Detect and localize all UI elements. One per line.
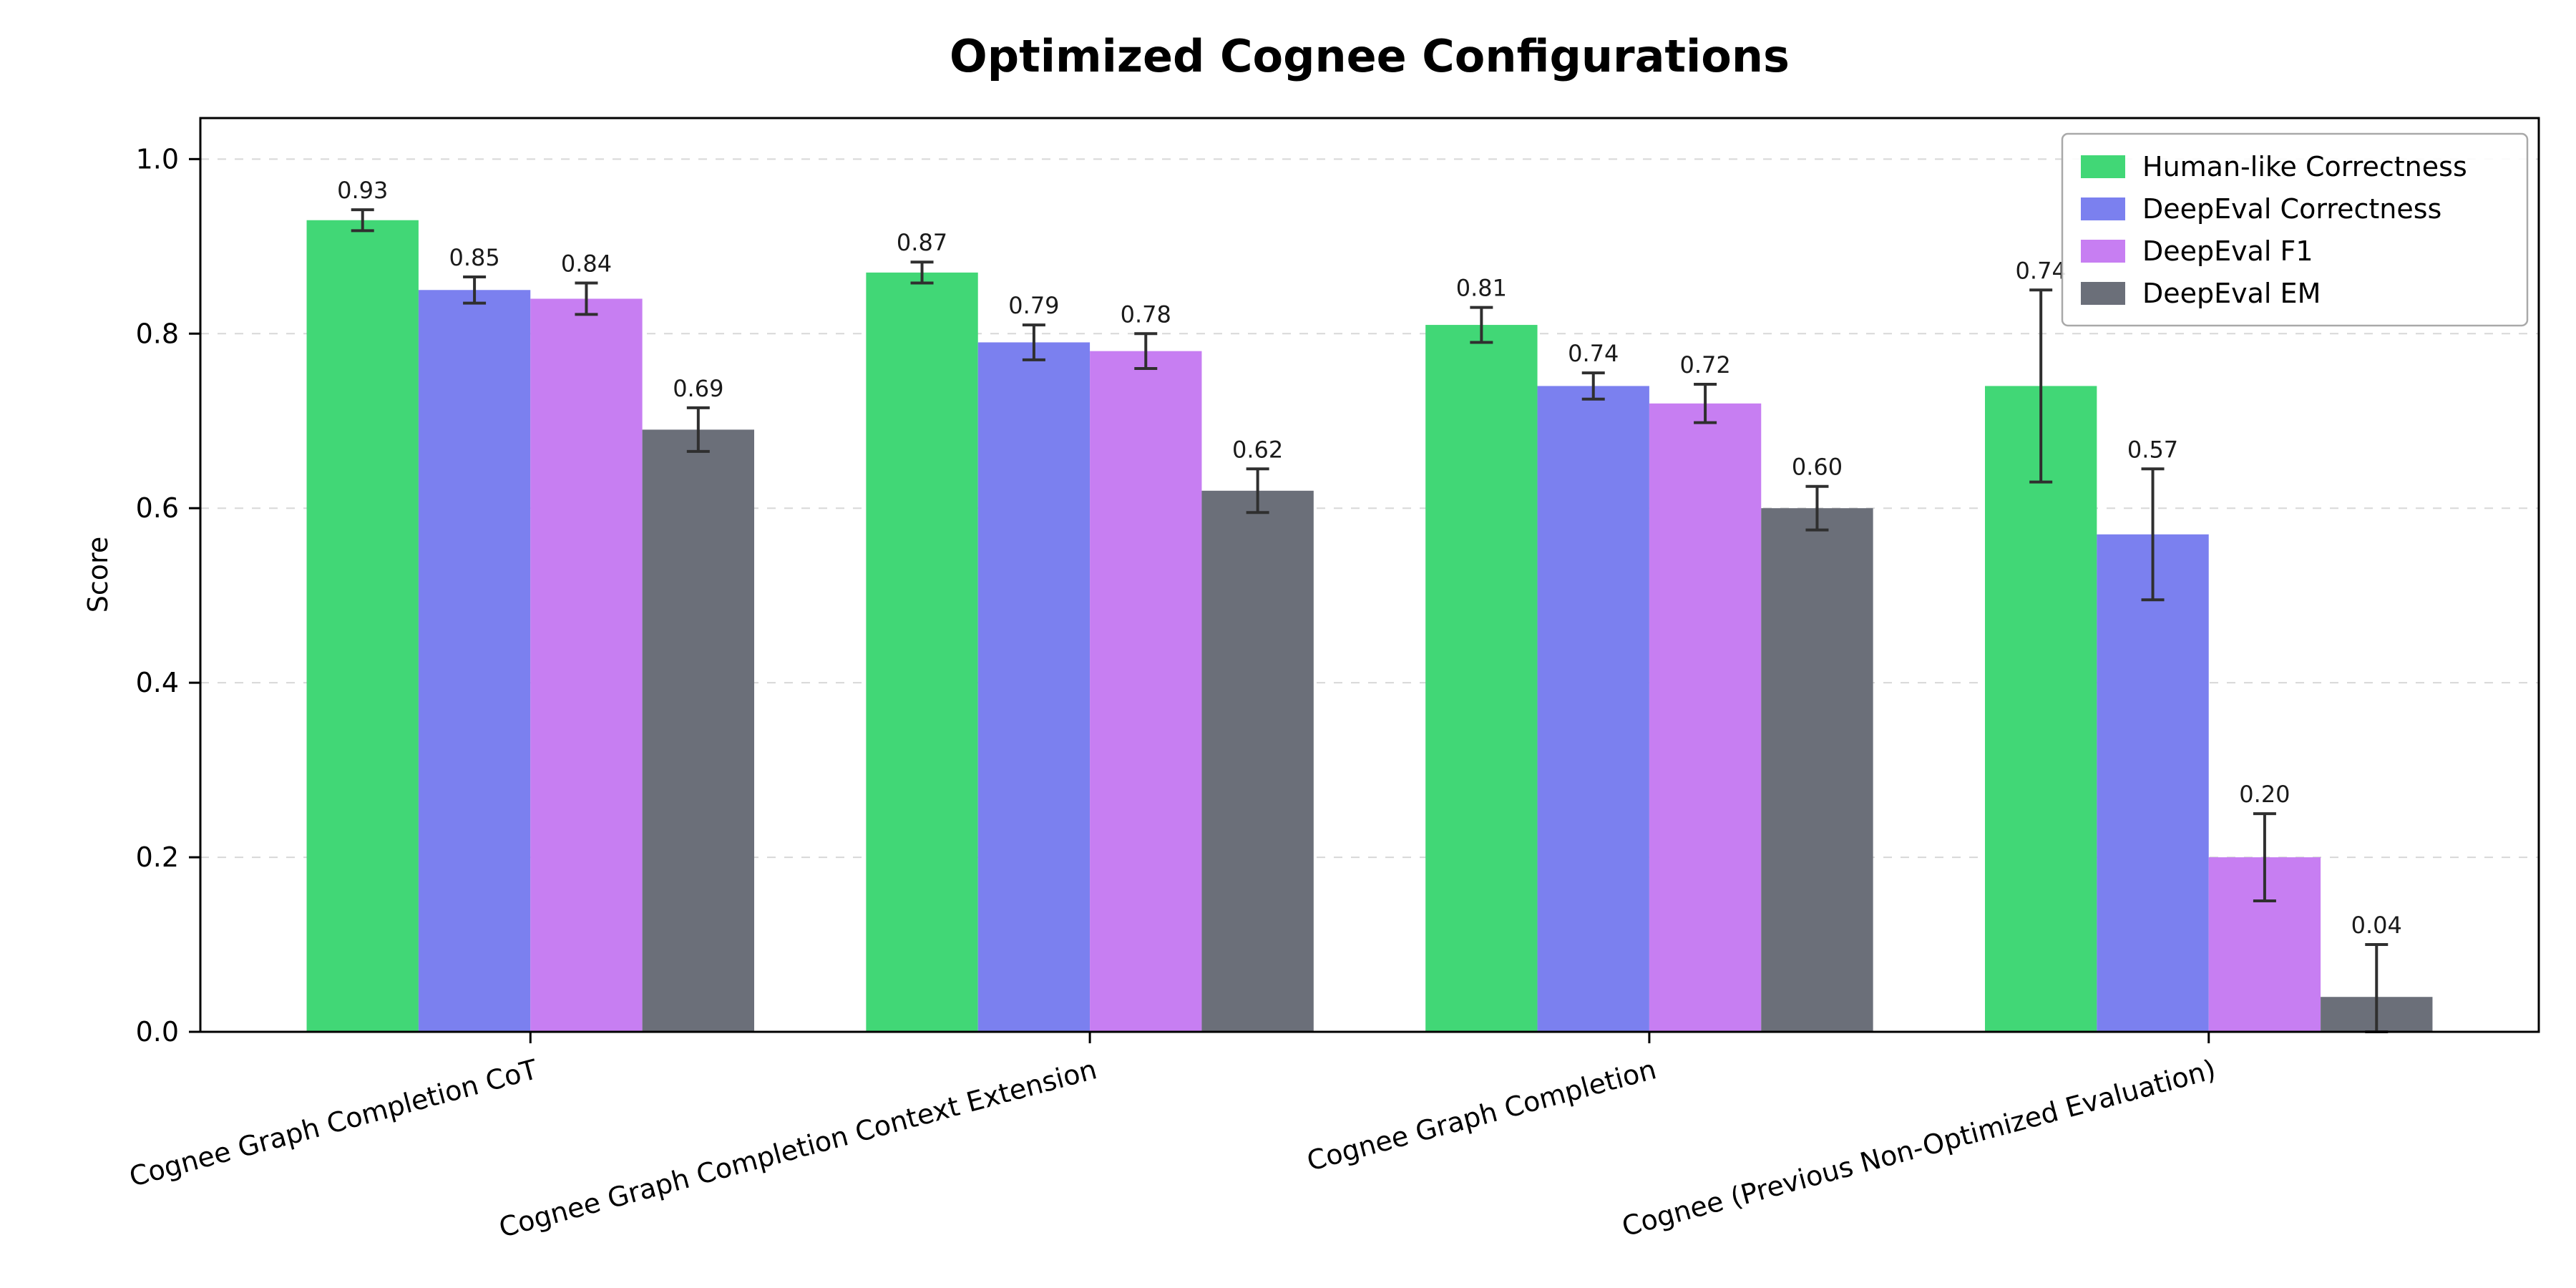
bar-series2-group1: [1090, 351, 1202, 1032]
legend-label: DeepEval F1: [2142, 235, 2313, 267]
bar-series2-group0: [530, 298, 643, 1032]
bar-value-label: 0.72: [1679, 351, 1730, 379]
bar-value-label: 0.69: [673, 375, 723, 402]
legend-label: DeepEval EM: [2142, 278, 2321, 309]
bar-series1-group0: [418, 290, 531, 1033]
legend-swatch: [2081, 282, 2125, 305]
legend-swatch: [2081, 240, 2125, 263]
x-tick-label: Cognee Graph Completion CoT: [126, 1053, 541, 1193]
y-tick-label: 0.2: [136, 841, 179, 873]
bar-value-label: 0.62: [1232, 436, 1283, 463]
bar-value-label: 0.79: [1008, 292, 1059, 319]
bar-series3-group2: [1761, 508, 1873, 1032]
bar-value-label: 0.74: [1568, 340, 1619, 367]
x-tick-label: Cognee (Previous Non-Optimized Evaluatio…: [1619, 1053, 2219, 1242]
bar-series1-group1: [977, 342, 1091, 1032]
bar-value-label: 0.78: [1121, 301, 1171, 328]
bar-value-label: 0.60: [1792, 454, 1843, 481]
x-tick-label: Cognee Graph Completion: [1304, 1053, 1659, 1177]
bar-series0-group3: [1985, 386, 2097, 1032]
bar-series1-group3: [2097, 534, 2209, 1032]
bar-series0-group0: [306, 220, 419, 1032]
bar-series2-group2: [1649, 403, 1762, 1032]
bar-value-label: 0.93: [337, 177, 388, 204]
bar-value-label: 0.81: [1456, 275, 1507, 302]
x-tick-label: Cognee Graph Completion Context Extensio…: [496, 1053, 1101, 1244]
plot-border: [199, 117, 2540, 1033]
bar-series1-group2: [1537, 386, 1649, 1032]
bar-value-label: 0.04: [2351, 912, 2402, 939]
bar-series3-group1: [1201, 490, 1314, 1032]
bar-value-label: 0.87: [897, 229, 947, 256]
bar-value-label: 0.85: [449, 244, 499, 271]
legend-swatch: [2081, 155, 2125, 178]
y-tick-label: 1.0: [136, 143, 179, 175]
bar-value-label: 0.20: [2239, 781, 2290, 808]
y-tick-label: 0.6: [136, 492, 179, 524]
chart-title: Optimized Cognee Configurations: [950, 30, 1790, 82]
bar-series3-group0: [642, 429, 754, 1032]
bar-series0-group1: [866, 272, 978, 1032]
bar-value-label: 0.57: [2127, 436, 2178, 463]
legend: Human-like Correctness DeepEval Correctne…: [2061, 132, 2529, 327]
legend-label: Human-like Correctness: [2142, 151, 2467, 182]
legend-swatch: [2081, 197, 2125, 220]
y-tick-label: 0.4: [136, 667, 179, 698]
plot-area: 0.93 0.85 0.84 0.69 0.87 0.79 0.78 0.62 0.81 0.74…: [126, 117, 2540, 1244]
bar-value-label: 0.74: [2016, 257, 2067, 284]
y-tick-label: 0.0: [136, 1016, 179, 1048]
bar-value-label: 0.84: [561, 250, 612, 278]
legend-label: DeepEval Correctness: [2142, 193, 2441, 225]
legend-box: [2061, 132, 2529, 327]
y-tick-label: 0.8: [136, 318, 179, 349]
bar-series0-group2: [1425, 325, 1538, 1032]
y-axis-label: Score: [82, 537, 114, 613]
